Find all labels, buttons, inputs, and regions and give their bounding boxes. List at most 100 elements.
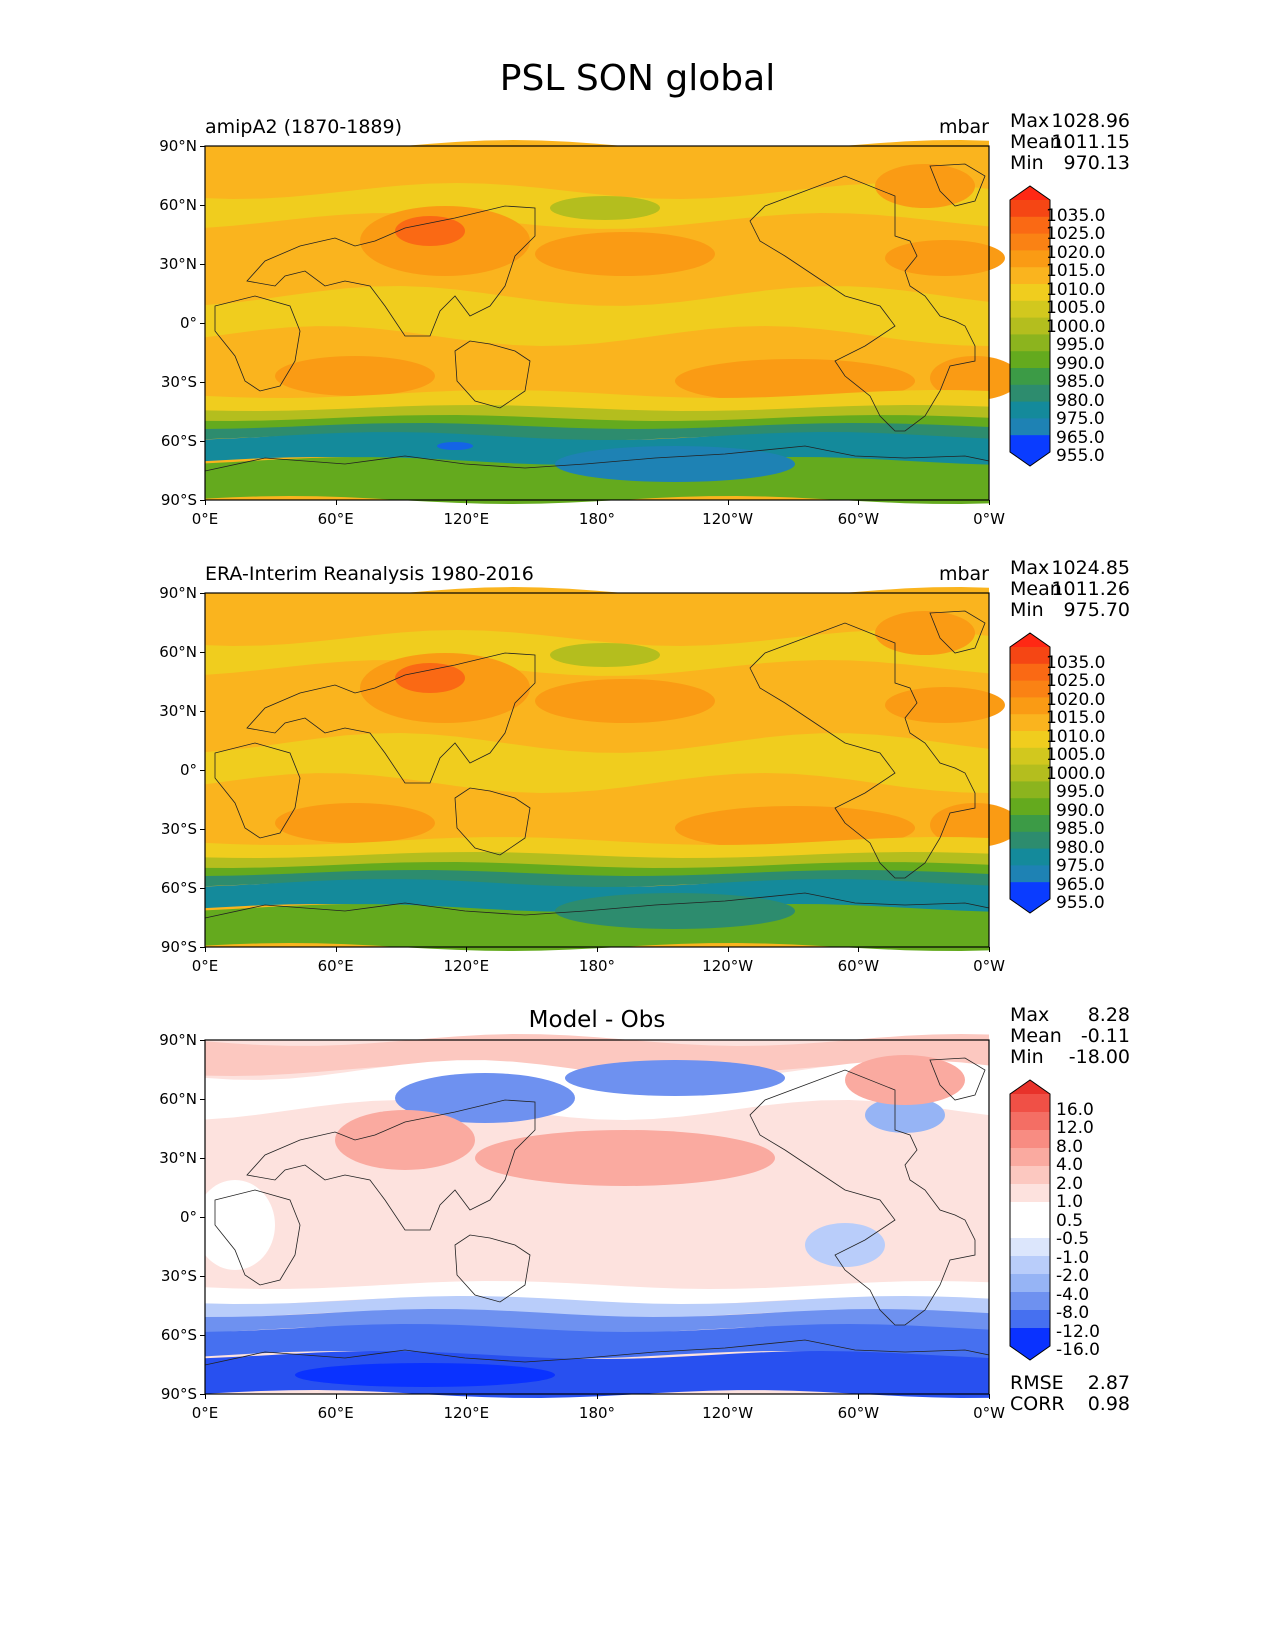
- colorbar-outline: [1009, 632, 1051, 914]
- colorbar-tick-label: 1005.0: [1046, 745, 1106, 766]
- colorbar-tick-label: -1.0: [1056, 1247, 1090, 1268]
- lon-tick-mark: [989, 500, 990, 505]
- colorbar-tick-label: 12.0: [1056, 1118, 1094, 1139]
- colorbar-tick-label: 1035.0: [1046, 206, 1106, 226]
- stat-row: Max 1028.96: [1010, 110, 1130, 132]
- colorbar-tick-label: 980.0: [1056, 390, 1105, 411]
- lat-tick-mark: [200, 264, 205, 265]
- lon-tick-mark: [205, 500, 206, 505]
- north-pacific-high: [535, 232, 715, 276]
- colorbar-segment: [1010, 865, 1050, 883]
- field-band: [205, 1281, 989, 1306]
- colorbar-segment: [1010, 368, 1050, 386]
- colorbar-tick-label: 955.0: [1056, 446, 1105, 466]
- stat-value: -18.00: [1068, 1046, 1130, 1068]
- siberian-high-core: [395, 216, 465, 246]
- lat-tick-label: 90°S: [160, 1385, 197, 1403]
- greenland-high: [875, 611, 975, 655]
- field-band: [205, 1296, 989, 1319]
- colorbar-tick-label: 985.0: [1056, 819, 1105, 840]
- coastline: [749, 622, 976, 879]
- field-band: [205, 862, 989, 878]
- colorbar-tick-label: 1.0: [1056, 1192, 1084, 1213]
- colorbar-segment: [1010, 663, 1050, 682]
- lat-tick-label: 90°N: [159, 1031, 197, 1049]
- lon-tick-label: 0°W: [973, 1404, 1005, 1422]
- coastline: [214, 742, 301, 839]
- north-pacific-high: [535, 679, 715, 723]
- colorbar: [1009, 1079, 1051, 1361]
- lat-tick-label: 0°: [179, 314, 197, 332]
- colorbar-segment: [1010, 764, 1050, 782]
- lon-tick-label: 120°W: [702, 957, 754, 975]
- stat-label: RMSE: [1010, 1372, 1064, 1394]
- lon-tick-mark: [989, 1394, 990, 1399]
- colorbar-tick-label: 995.0: [1056, 782, 1105, 803]
- lat-tick-mark: [200, 441, 205, 442]
- neutral-africa: [195, 1180, 275, 1270]
- lat-tick-mark: [200, 652, 205, 653]
- south-pacific-high: [675, 359, 915, 403]
- colorbar-tick-label: 1000.0: [1046, 763, 1106, 784]
- colorbar-segment: [1010, 1094, 1050, 1113]
- colorbar-tick-label: 990.0: [1056, 800, 1105, 821]
- south-pacific-high: [675, 806, 915, 850]
- colorbar-segment: [1010, 284, 1050, 302]
- lon-tick-mark: [597, 1394, 598, 1399]
- colorbar-segment: [1010, 1130, 1050, 1149]
- colorbar-segment: [1010, 1148, 1050, 1167]
- positive-anomaly-asia: [335, 1110, 475, 1170]
- colorbar-tick-label: 1005.0: [1046, 298, 1106, 319]
- lat-tick-label: 0°: [179, 1208, 197, 1226]
- antarctic-trough: [555, 446, 795, 482]
- subpolar-low: [550, 643, 660, 667]
- lat-tick-label: 30°S: [160, 820, 197, 838]
- lon-tick-label: 60°E: [317, 510, 354, 528]
- colorbar-segment: [1010, 1238, 1050, 1257]
- lon-tick-mark: [989, 947, 990, 952]
- colorbar-tick-label: 990.0: [1056, 353, 1105, 374]
- lon-tick-label: 0°E: [191, 1404, 219, 1422]
- field-band: [205, 870, 989, 888]
- colorbar-segment: [1010, 1256, 1050, 1275]
- colorbar-segment: [1010, 1202, 1050, 1221]
- field-band: [205, 405, 989, 424]
- lon-tick-mark: [727, 1394, 729, 1399]
- colorbar-segment: [1010, 250, 1050, 268]
- lat-tick-mark: [200, 1099, 205, 1100]
- stat-value: 975.70: [1063, 599, 1130, 621]
- subpolar-low: [550, 196, 660, 220]
- indian-high: [275, 803, 435, 843]
- colorbar-tick-label: 8.0: [1056, 1136, 1084, 1157]
- lat-tick-mark: [200, 1394, 205, 1395]
- colorbar-segment: [1010, 1166, 1050, 1185]
- colorbar-segment: [1010, 798, 1050, 816]
- field-band: [205, 423, 989, 441]
- lon-tick-label: 120°E: [443, 957, 490, 975]
- colorbar-outline: [1009, 185, 1051, 467]
- colorbar-tick-label: 16.0: [1056, 1100, 1094, 1120]
- stats-block: Max 8.28 Mean -0.11 Min -18.00: [1010, 1004, 1130, 1070]
- stat-value: 1028.96: [1051, 110, 1130, 132]
- lat-tick-mark: [200, 1217, 205, 1218]
- field-band: [205, 1309, 989, 1334]
- lat-tick-label: 90°S: [160, 491, 197, 509]
- trough-core: [437, 442, 473, 450]
- field-band: [205, 852, 989, 871]
- lon-tick-label: 120°W: [702, 510, 754, 528]
- colorbar-tick-label: 1020.0: [1046, 689, 1106, 710]
- stat-value: 1011.26: [1051, 578, 1130, 600]
- lon-tick-mark: [335, 947, 337, 952]
- field-band: [205, 286, 989, 346]
- stat-row: RMSE 2.87: [1010, 1372, 1130, 1394]
- lat-tick-label: 90°N: [159, 584, 197, 602]
- colorbar-segment: [1010, 815, 1050, 833]
- lon-tick-mark: [597, 500, 598, 505]
- stat-row: Min 970.13: [1010, 152, 1130, 174]
- panel-center-title: Model - Obs: [528, 1007, 666, 1033]
- colorbar-segment: [1010, 317, 1050, 335]
- lat-tick-mark: [200, 500, 205, 501]
- lon-tick-mark: [727, 947, 729, 952]
- stat-row: Max 8.28: [1010, 1004, 1130, 1026]
- colorbar-tick-label: 975.0: [1056, 856, 1105, 877]
